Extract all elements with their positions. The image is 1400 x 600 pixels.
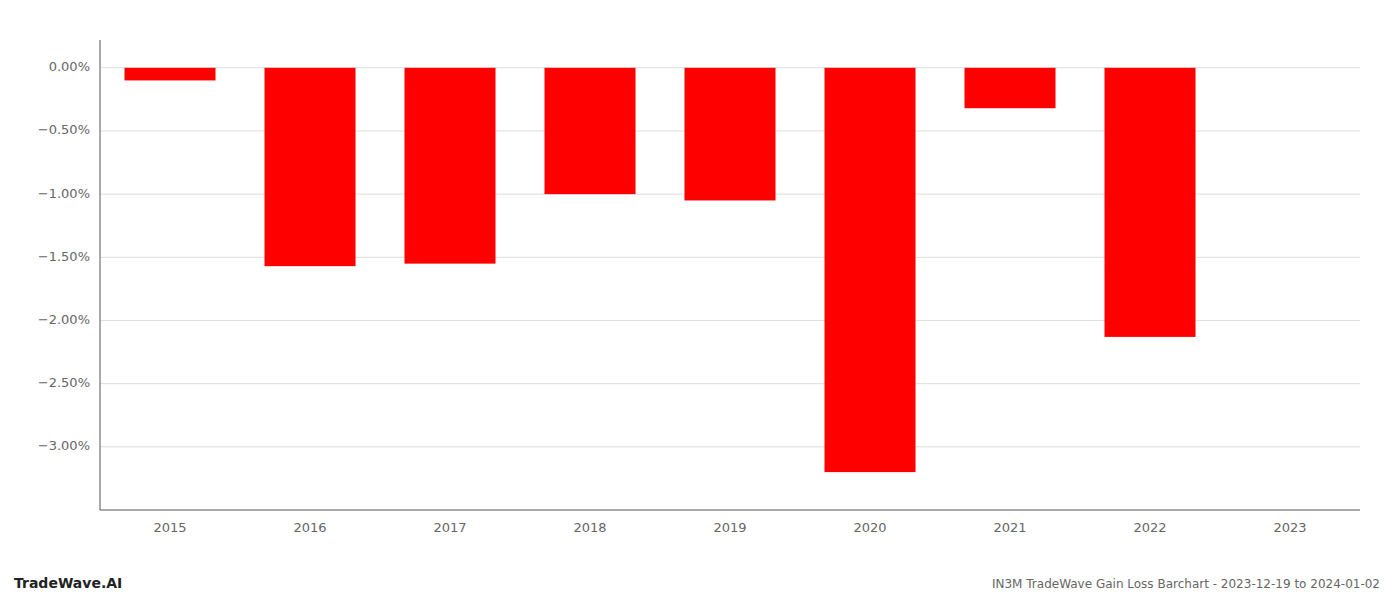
bar xyxy=(965,68,1056,108)
y-tick-label: −2.50% xyxy=(38,375,90,390)
y-axis-line xyxy=(100,40,101,510)
bar xyxy=(405,68,496,264)
x-tick-labels: 2015 2016 2017 2018 2019 2020 2021 2022 2023 xyxy=(153,520,1306,535)
y-tick-label: −0.50% xyxy=(38,122,90,137)
x-tick-label: 2018 xyxy=(573,520,606,535)
y-tick-label: −3.00% xyxy=(38,438,90,453)
title: IN3M TradeWave Gain Loss Barchart - 2023… xyxy=(992,577,1380,591)
chart-svg: 0.00% −0.50% −1.00% −1.50% −2.00% −2.50% −3.00… xyxy=(0,0,1400,600)
watermark: TradeWave.AI xyxy=(14,575,122,591)
x-tick-label: 2021 xyxy=(993,520,1026,535)
bar xyxy=(125,68,216,81)
bar xyxy=(1105,68,1196,337)
bar xyxy=(265,68,356,266)
x-tick-label: 2017 xyxy=(433,520,466,535)
x-tick-label: 2022 xyxy=(1133,520,1166,535)
y-grid xyxy=(100,68,1360,447)
bar xyxy=(545,68,636,194)
y-tick-label: 0.00% xyxy=(49,59,90,74)
y-tick-labels: 0.00% −0.50% −1.00% −1.50% −2.00% −2.50% −3.00… xyxy=(38,59,90,453)
x-axis-line xyxy=(100,510,1360,511)
y-tick-label: −1.50% xyxy=(38,249,90,264)
bars xyxy=(125,68,1196,472)
grid-line xyxy=(100,383,1360,384)
bar xyxy=(825,68,916,472)
x-tick-label: 2023 xyxy=(1273,520,1306,535)
chart-container: 0.00% −0.50% −1.00% −1.50% −2.00% −2.50% −3.00… xyxy=(0,0,1400,600)
bar xyxy=(685,68,776,201)
x-tick-label: 2019 xyxy=(713,520,746,535)
x-tick-label: 2020 xyxy=(853,520,886,535)
y-tick-label: −2.00% xyxy=(38,312,90,327)
x-tick-label: 2015 xyxy=(153,520,186,535)
y-tick-label: −1.00% xyxy=(38,186,90,201)
grid-line xyxy=(100,446,1360,447)
x-tick-label: 2016 xyxy=(293,520,326,535)
